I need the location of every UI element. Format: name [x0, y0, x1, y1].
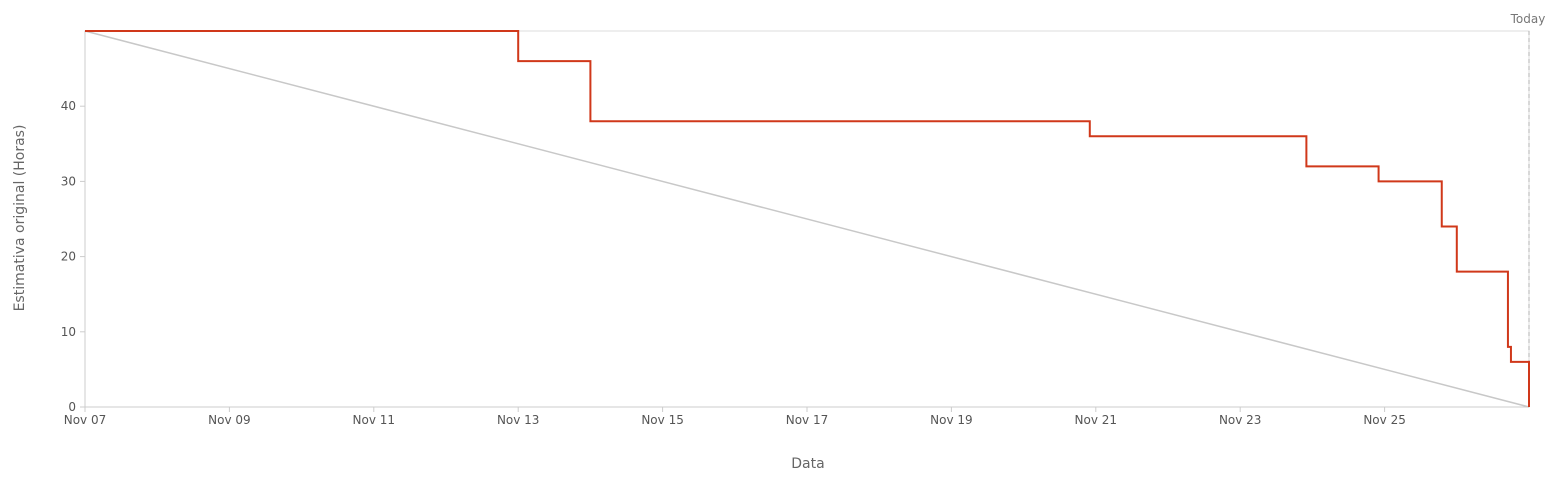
x-axis-title: Data: [791, 456, 824, 472]
x-tick-label: Nov 13: [497, 413, 540, 427]
x-tick-label: Nov 07: [64, 413, 107, 427]
y-tick-label: 10: [61, 325, 76, 339]
remaining-work-line: [85, 30, 1530, 407]
x-tick-label: Nov 15: [641, 413, 684, 427]
x-tick-label: Nov 21: [1075, 413, 1118, 427]
x-tick-label: Nov 11: [353, 413, 396, 427]
y-axis-ticks: 0 10 20 30 40: [61, 99, 85, 414]
y-axis-title: Estimativa original (Horas): [12, 125, 28, 312]
y-tick-label: 0: [68, 400, 76, 414]
x-tick-label: Nov 23: [1219, 413, 1262, 427]
x-tick-label: Nov 19: [930, 413, 973, 427]
y-tick-label: 20: [61, 250, 76, 264]
y-tick-label: 30: [61, 174, 76, 188]
x-tick-label: Nov 17: [786, 413, 829, 427]
ideal-trend-line: [84, 30, 1530, 408]
x-axis-ticks: Nov 07 Nov 09 Nov 11 Nov 13 Nov 15 Nov 17 Nov …: [64, 407, 1406, 427]
x-tick-label: Nov 09: [208, 413, 251, 427]
x-tick-label: Nov 25: [1363, 413, 1406, 427]
y-tick-label: 40: [61, 99, 76, 113]
today-marker-label: Today: [1510, 12, 1546, 26]
chart-series: [84, 30, 1530, 408]
